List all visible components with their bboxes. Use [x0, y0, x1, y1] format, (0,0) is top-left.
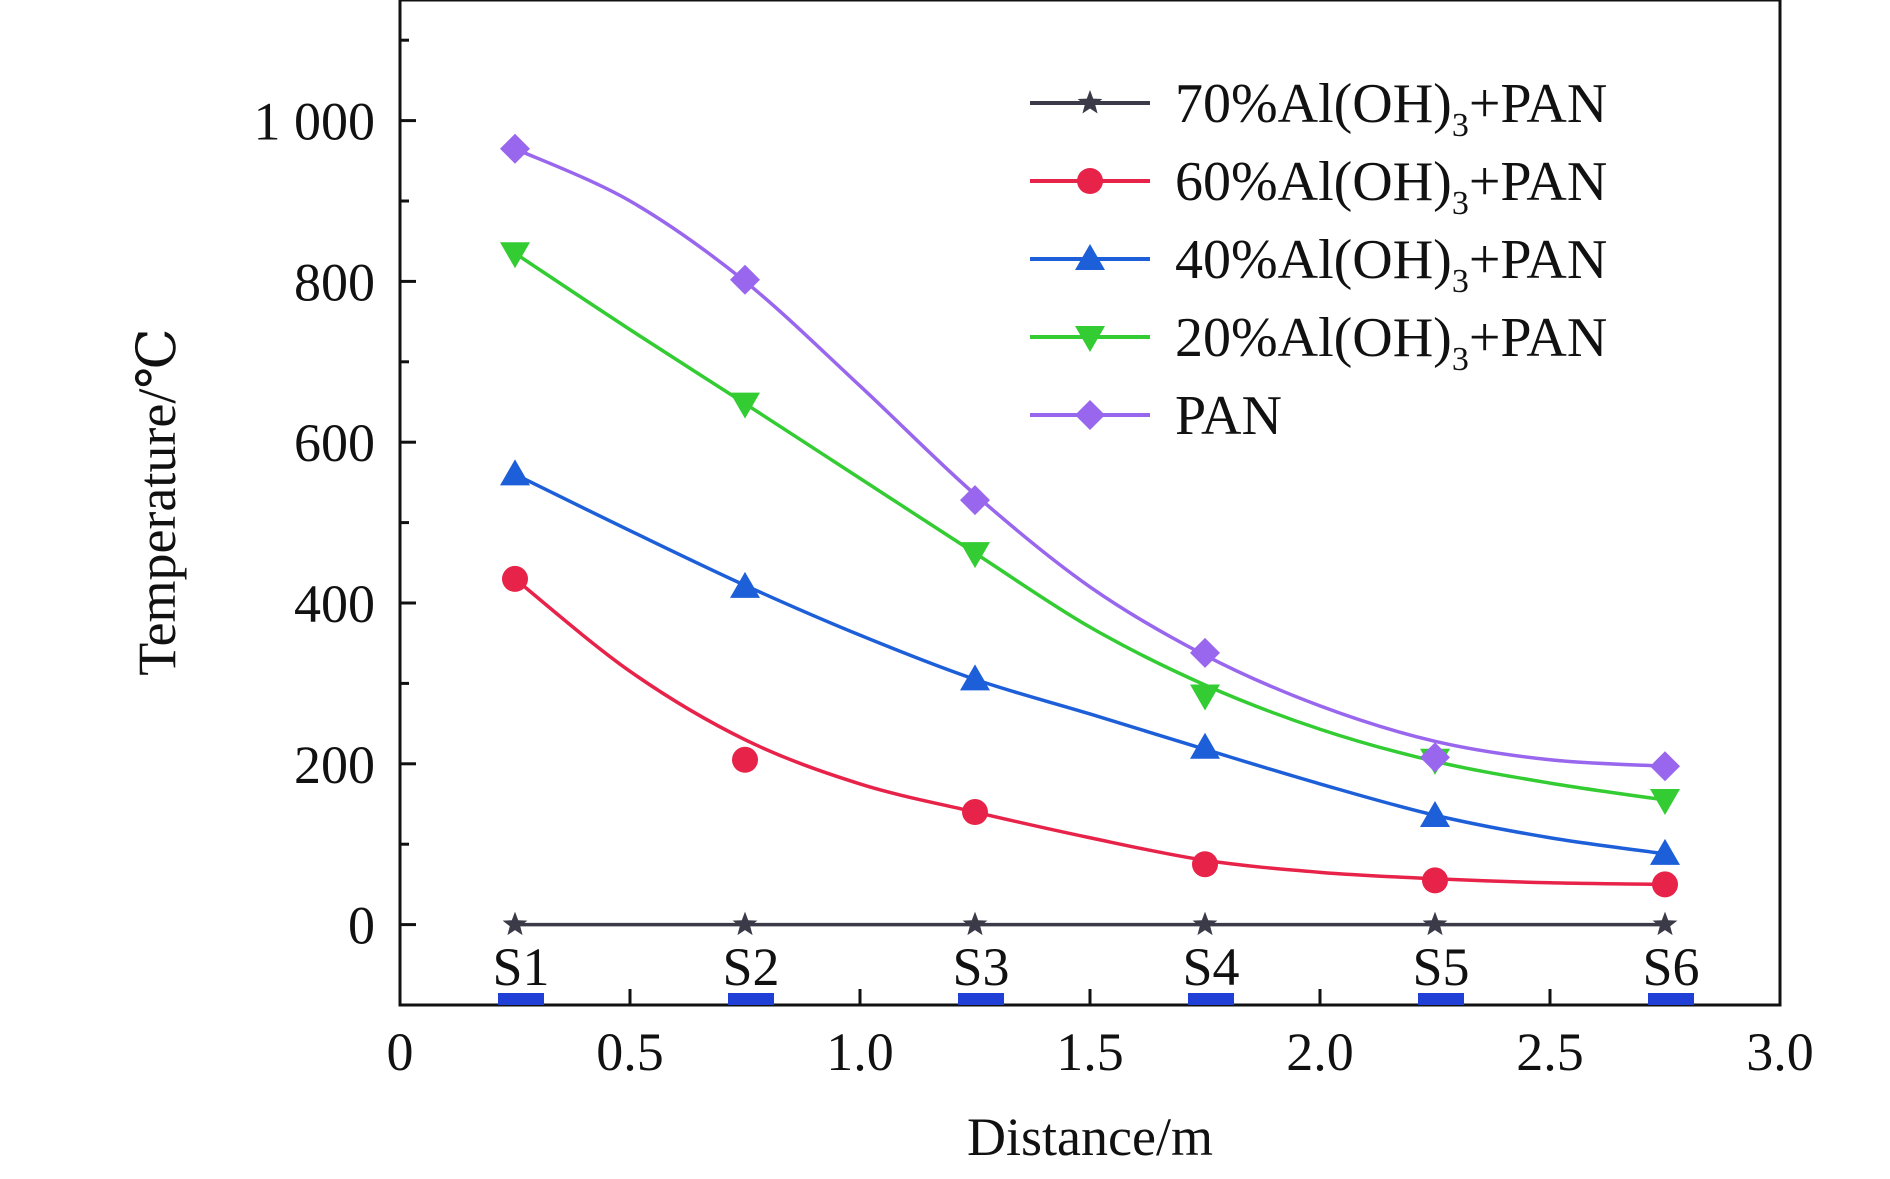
- data-point: [502, 911, 528, 936]
- legend-label: PAN: [1175, 385, 1282, 447]
- legend-item: 70%Al(OH)3+PAN: [1030, 73, 1607, 144]
- data-point: [1650, 788, 1680, 815]
- data-point: [732, 746, 758, 773]
- data-point: [730, 571, 760, 598]
- x-tick-label: 3.0: [1746, 1022, 1814, 1082]
- data-point: [1190, 684, 1220, 711]
- data-point: [500, 459, 530, 486]
- data-point: [730, 264, 760, 295]
- station-marker: [1648, 993, 1694, 1005]
- x-tick-label: 0.5: [596, 1022, 664, 1082]
- station-label: S6: [1642, 937, 1699, 997]
- x-axis-title: Distance/m: [967, 1107, 1213, 1167]
- legend-item: 20%Al(OH)3+PAN: [1030, 307, 1607, 378]
- data-point: [1420, 742, 1450, 773]
- station-marker: [498, 993, 544, 1005]
- data-point: [732, 911, 758, 936]
- series-line: [513, 577, 1666, 887]
- series-group: [500, 459, 1680, 865]
- legend-label: 20%Al(OH)3+PAN: [1175, 307, 1607, 378]
- y-tick-label: 0: [348, 896, 375, 956]
- x-tick-label: 2.0: [1286, 1022, 1354, 1082]
- series-group: [500, 242, 1680, 815]
- legend-marker: [1075, 400, 1105, 430]
- data-point: [1650, 838, 1680, 865]
- data-point: [1420, 801, 1450, 828]
- data-point: [500, 133, 530, 164]
- data-point: [1422, 867, 1448, 894]
- data-point: [960, 485, 990, 516]
- station-markers: S1 S2 S3 S4 S5 S6: [492, 937, 1700, 1005]
- station-label: S3: [952, 937, 1009, 997]
- series-group: [502, 565, 1678, 898]
- x-tick-label: 0: [387, 1022, 414, 1082]
- y-axis-title: Temperature/℃: [127, 328, 187, 675]
- legend-marker: [1077, 168, 1103, 194]
- data-point: [1650, 751, 1680, 782]
- y-tick-label: 1 000: [254, 92, 376, 152]
- data-point: [1190, 637, 1220, 668]
- station-label: S2: [722, 937, 779, 997]
- series-group: [502, 911, 1678, 936]
- data-point: [1422, 911, 1448, 936]
- legend-marker: [1075, 326, 1105, 352]
- series-group: [500, 133, 1680, 782]
- station-marker: [728, 993, 774, 1005]
- y-tick-label: 200: [294, 735, 375, 795]
- legend-marker: [1075, 244, 1105, 270]
- series-line: [514, 147, 1666, 768]
- data-point: [1652, 871, 1678, 898]
- station-label: S1: [492, 937, 549, 997]
- y-tick-label: 600: [294, 413, 375, 473]
- station-marker: [1418, 993, 1464, 1005]
- series-line: [514, 472, 1666, 856]
- data-point: [962, 911, 988, 936]
- legend-item: PAN: [1030, 385, 1282, 447]
- data-point: [962, 799, 988, 826]
- y-axis: 0 200 400 600 800 1 000: [254, 38, 416, 956]
- series-line: [514, 251, 1666, 802]
- y-tick-label: 400: [294, 574, 375, 634]
- legend-item: 60%Al(OH)3+PAN: [1030, 151, 1607, 222]
- legend: 70%Al(OH)3+PAN60%Al(OH)3+PAN40%Al(OH)3+P…: [1030, 73, 1607, 447]
- y-tick-label: 800: [294, 252, 375, 312]
- legend-item: 40%Al(OH)3+PAN: [1030, 229, 1607, 300]
- data-point: [1652, 911, 1678, 936]
- station-label: S5: [1412, 937, 1469, 997]
- data-point: [502, 565, 528, 592]
- station-marker: [958, 993, 1004, 1005]
- x-tick-label: 1.0: [826, 1022, 894, 1082]
- station-marker: [1188, 993, 1234, 1005]
- x-tick-label: 1.5: [1056, 1022, 1124, 1082]
- data-point: [960, 542, 990, 569]
- data-point: [500, 242, 530, 269]
- data-point: [960, 664, 990, 691]
- legend-marker: [1077, 90, 1103, 114]
- data-point: [1192, 851, 1218, 878]
- data-point: [1190, 732, 1220, 759]
- legend-label: 60%Al(OH)3+PAN: [1175, 151, 1607, 222]
- x-axis: 0 0.5 1.0 1.5 2.0 2.5 3.0: [387, 989, 1814, 1082]
- legend-label: 40%Al(OH)3+PAN: [1175, 229, 1607, 300]
- series-layer: [500, 133, 1680, 936]
- station-label: S4: [1182, 937, 1239, 997]
- data-point: [730, 392, 760, 419]
- data-point: [1192, 911, 1218, 936]
- legend-label: 70%Al(OH)3+PAN: [1175, 73, 1607, 144]
- x-tick-label: 2.5: [1516, 1022, 1584, 1082]
